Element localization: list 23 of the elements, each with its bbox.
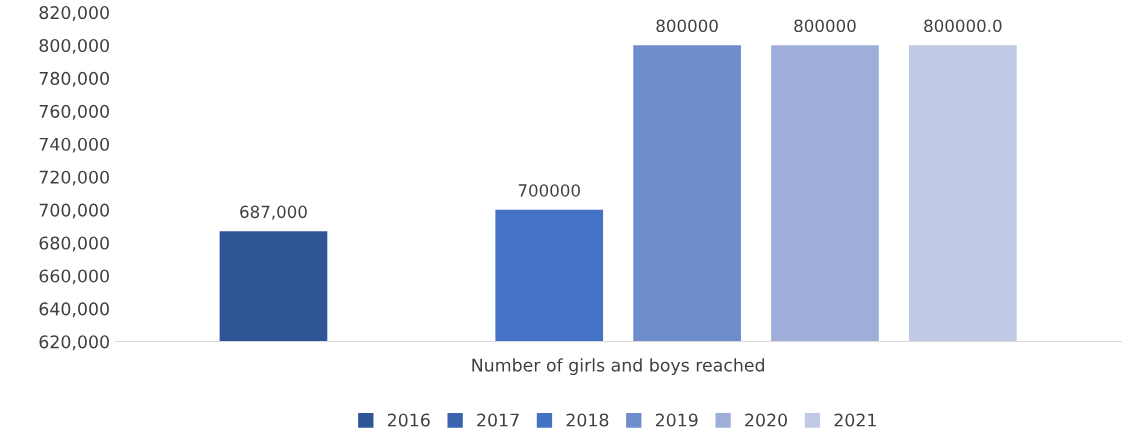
y-tick-label: 680,000 [39, 236, 109, 252]
y-tick-label: 640,000 [39, 302, 109, 318]
data-label: 687,000 [240, 205, 307, 220]
legend-label: 2019 [655, 413, 698, 427]
legend-label: 2020 [745, 413, 787, 427]
y-tick-label: 700,000 [39, 203, 109, 219]
y-tick-label: 620,000 [39, 335, 109, 351]
legend-label: 2021 [834, 413, 876, 427]
y-tick-label: 780,000 [39, 71, 109, 87]
legend-label: 2017 [477, 413, 519, 427]
data-label: 700000 [518, 184, 580, 197]
y-tick-label: 660,000 [39, 269, 109, 285]
y-tick-label: 820,000 [39, 6, 109, 21]
x-tick-label: Number of girls and boys reached [472, 358, 765, 376]
y-tick-label: 800,000 [39, 38, 109, 54]
data-label: 800000 [656, 19, 718, 33]
y-tick-label: 760,000 [39, 104, 109, 120]
legend-label: 2016 [387, 413, 430, 427]
data-label: 800000.0 [924, 19, 1002, 33]
legend-label: 2018 [566, 413, 609, 427]
data-label: 800000 [794, 19, 856, 33]
y-tick-label: 720,000 [39, 170, 109, 186]
y-tick-label: 740,000 [39, 137, 109, 153]
